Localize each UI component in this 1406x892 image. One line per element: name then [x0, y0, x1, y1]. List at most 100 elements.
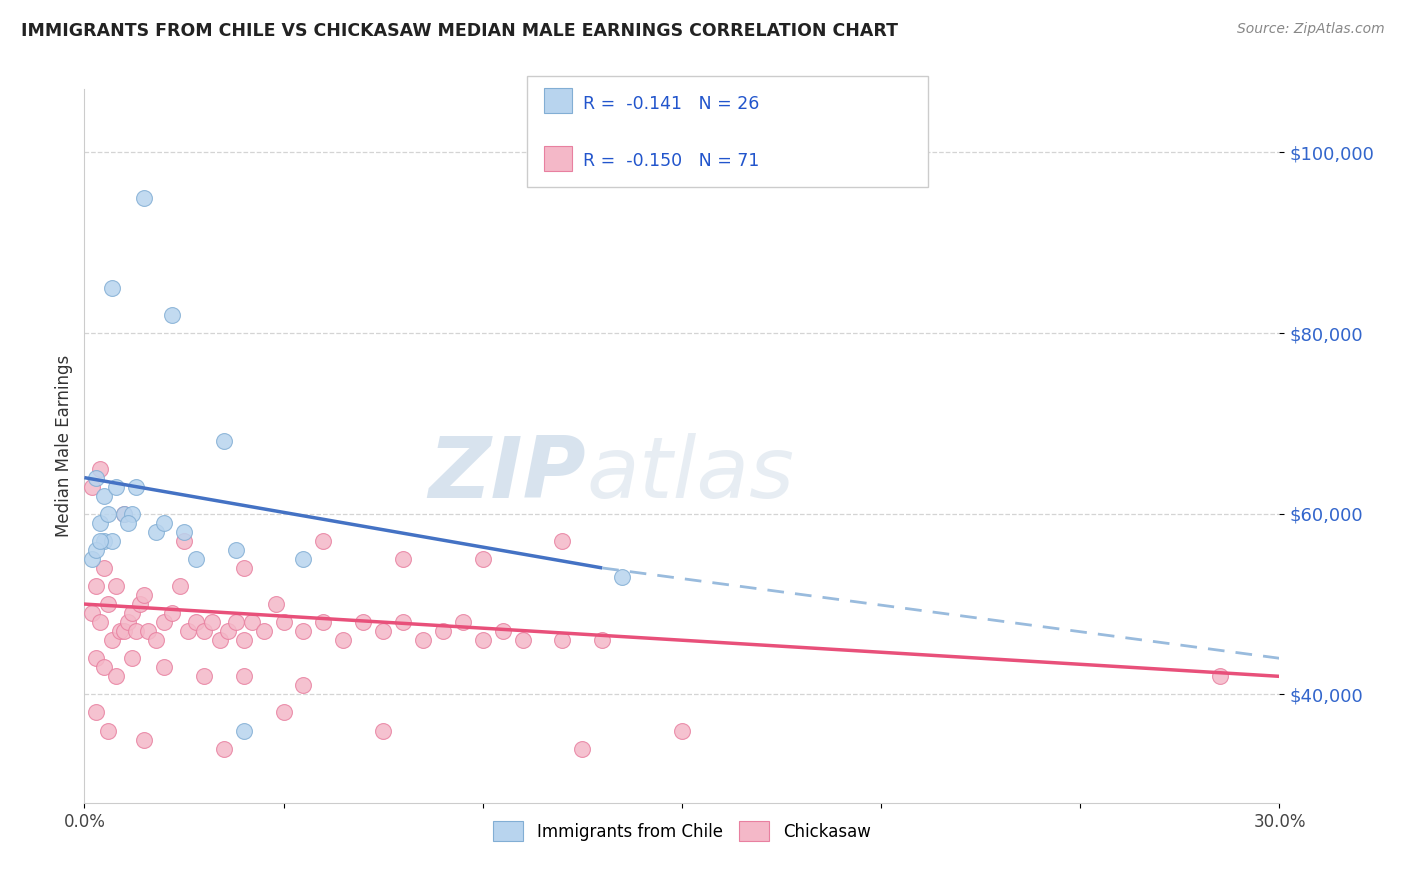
Point — [352, 615, 374, 629]
Text: R =  -0.150   N = 71: R = -0.150 N = 71 — [583, 152, 759, 169]
Point — [551, 533, 574, 548]
Point — [112, 507, 135, 521]
Point — [117, 516, 139, 530]
Point — [253, 624, 276, 639]
Point — [471, 552, 494, 566]
Point — [82, 606, 104, 620]
Point — [145, 524, 167, 539]
Point — [292, 624, 315, 639]
Point — [110, 624, 132, 639]
Text: ZIP: ZIP — [429, 433, 586, 516]
Point — [173, 533, 195, 548]
Point — [93, 489, 115, 503]
Point — [273, 615, 295, 629]
Point — [512, 633, 534, 648]
Text: Source: ZipAtlas.com: Source: ZipAtlas.com — [1237, 22, 1385, 37]
Point — [671, 723, 693, 738]
Point — [117, 615, 139, 629]
Point — [451, 615, 474, 629]
Point — [1209, 669, 1232, 683]
Point — [145, 633, 167, 648]
Point — [160, 606, 183, 620]
Point — [177, 624, 200, 639]
Point — [125, 624, 148, 639]
Point — [97, 723, 120, 738]
Point — [86, 542, 108, 557]
Point — [86, 470, 108, 484]
Point — [93, 561, 115, 575]
Point — [112, 624, 135, 639]
Point — [232, 561, 254, 575]
Point — [89, 615, 111, 629]
Point — [169, 579, 191, 593]
Point — [101, 533, 124, 548]
Point — [571, 741, 593, 756]
Point — [121, 651, 143, 665]
Point — [273, 706, 295, 720]
Text: IMMIGRANTS FROM CHILE VS CHICKASAW MEDIAN MALE EARNINGS CORRELATION CHART: IMMIGRANTS FROM CHILE VS CHICKASAW MEDIA… — [21, 22, 898, 40]
Point — [153, 516, 176, 530]
Point — [93, 660, 115, 674]
Point — [132, 588, 156, 602]
Point — [551, 633, 574, 648]
Point — [240, 615, 263, 629]
Point — [132, 191, 156, 205]
Point — [217, 624, 239, 639]
Point — [121, 507, 143, 521]
Point — [125, 480, 148, 494]
Point — [332, 633, 354, 648]
Point — [412, 633, 434, 648]
Point — [86, 579, 108, 593]
Point — [492, 624, 515, 639]
Point — [432, 624, 454, 639]
Point — [591, 633, 613, 648]
Point — [232, 723, 254, 738]
Point — [312, 615, 335, 629]
Point — [212, 741, 235, 756]
Point — [86, 651, 108, 665]
Point — [201, 615, 224, 629]
Point — [97, 507, 120, 521]
Point — [471, 633, 494, 648]
Point — [392, 552, 415, 566]
Point — [129, 597, 152, 611]
Point — [212, 434, 235, 449]
Point — [82, 480, 104, 494]
Point — [82, 552, 104, 566]
Point — [93, 533, 115, 548]
Legend: Immigrants from Chile, Chickasaw: Immigrants from Chile, Chickasaw — [486, 814, 877, 848]
Point — [264, 597, 287, 611]
Y-axis label: Median Male Earnings: Median Male Earnings — [55, 355, 73, 537]
Point — [612, 570, 634, 584]
Point — [105, 669, 128, 683]
Point — [225, 542, 247, 557]
Point — [184, 552, 207, 566]
Point — [89, 533, 111, 548]
Point — [292, 678, 315, 692]
Point — [392, 615, 415, 629]
Text: atlas: atlas — [586, 433, 794, 516]
Point — [101, 633, 124, 648]
Point — [292, 552, 315, 566]
Point — [121, 606, 143, 620]
Point — [101, 281, 124, 295]
Point — [153, 660, 176, 674]
Point — [193, 669, 215, 683]
Text: R =  -0.141   N = 26: R = -0.141 N = 26 — [583, 95, 759, 113]
Point — [105, 579, 128, 593]
Point — [153, 615, 176, 629]
Point — [173, 524, 195, 539]
Point — [373, 723, 395, 738]
Point — [132, 732, 156, 747]
Point — [89, 461, 111, 475]
Point — [136, 624, 159, 639]
Point — [97, 597, 120, 611]
Point — [86, 706, 108, 720]
Point — [112, 507, 135, 521]
Point — [160, 308, 183, 322]
Point — [105, 480, 128, 494]
Point — [89, 516, 111, 530]
Point — [312, 533, 335, 548]
Point — [232, 633, 254, 648]
Point — [225, 615, 247, 629]
